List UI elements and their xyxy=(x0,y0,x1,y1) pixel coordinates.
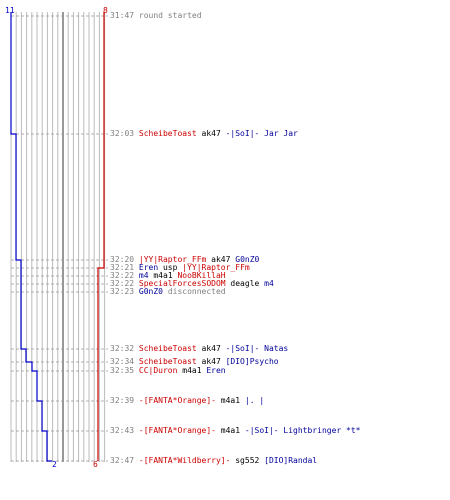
log-timestamp: 32:39 xyxy=(110,396,139,405)
red-player-name: -[FANTA*Orange]- xyxy=(138,396,216,405)
red-player-name: ScheibeToast xyxy=(138,344,197,353)
blue-player-name: G0nZ0 xyxy=(138,287,163,296)
log-entry: 32:34 ScheibeToast ak47 [DIO]Psycho xyxy=(110,357,279,367)
log-entry: 32:21 Eren usp |YY|Raptor_FFm xyxy=(110,263,250,273)
log-timestamp: 32:23 xyxy=(110,287,139,296)
blue-team-line xyxy=(10,12,52,462)
log-entry: 32:03 ScheibeToast ak47 -|SoI|- Jar Jar xyxy=(110,129,298,139)
log-entry: 32:43 -[FANTA*Orange]- m4a1 -|SoI|- Ligh… xyxy=(110,426,360,436)
red-team-start-count: 8 xyxy=(103,6,108,15)
red-team-end-count: 6 xyxy=(93,460,98,469)
log-timestamp: 32:32 xyxy=(110,344,139,353)
event-text: deagle xyxy=(225,279,265,288)
blue-player-name: [DIO]Psycho xyxy=(225,357,279,366)
log-timestamp: 32:21 xyxy=(110,263,139,272)
log-entry: 32:23 G0nZ0 disconnected xyxy=(110,287,226,297)
log-entry: 32:22 SpecialForcesSODOM deagle m4 xyxy=(110,279,274,289)
log-timestamp: 31:47 xyxy=(110,11,139,20)
log-timestamp: 32:22 xyxy=(110,271,139,280)
blue-player-name: m4 xyxy=(264,279,274,288)
log-timestamp: 32:20 xyxy=(110,255,139,264)
log-entry: 32:47 -[FANTA*Wildberry]- sg552 [DIO]Ran… xyxy=(110,456,317,466)
blue-player-name: [DIO]Randal xyxy=(264,456,318,465)
blue-player-name: Eren xyxy=(206,366,226,375)
log-entry: 32:35 CC|Duron m4a1 Eren xyxy=(110,366,226,376)
red-player-name: -[FANTA*Wildberry]- xyxy=(138,456,231,465)
red-player-name: -[FANTA*Orange]- xyxy=(138,426,216,435)
event-text: sg552 xyxy=(230,456,265,465)
red-player-name: ScheibeToast xyxy=(138,129,197,138)
blue-player-name: m4 xyxy=(138,271,149,280)
blue-player-name: -|SoI|- Jar Jar xyxy=(225,129,298,138)
event-text: disconnected xyxy=(163,287,226,296)
log-entry: 31:47 round started xyxy=(110,11,202,21)
log-entry: 32:32 ScheibeToast ak47 -|SoI|- Natas xyxy=(110,344,288,354)
log-entry: 32:39 -[FANTA*Orange]- m4a1 |. | xyxy=(110,396,264,406)
red-player-name: |YY|Raptor_FFm xyxy=(138,255,207,264)
blue-player-name: Eren xyxy=(138,263,159,272)
blue-player-name: -|SoI|- Natas xyxy=(225,344,289,353)
event-text: m4a1 xyxy=(215,396,245,405)
blue-team-end-count: 2 xyxy=(52,460,57,469)
log-entry: 32:22 m4 m4a1 NooBKillaH xyxy=(110,271,226,281)
red-player-name: SpecialForcesSODOM xyxy=(138,279,226,288)
event-text: ak47 xyxy=(206,255,236,264)
red-team-line xyxy=(97,12,105,461)
red-player-name: NooBKillaH xyxy=(177,271,226,280)
event-text: round started xyxy=(138,11,202,20)
event-text: ak47 xyxy=(196,357,226,366)
red-player-name: CC|Duron xyxy=(138,366,178,375)
log-timestamp: 32:34 xyxy=(110,357,139,366)
blue-player-name: |. | xyxy=(244,396,265,405)
event-text: m4a1 xyxy=(148,271,178,280)
event-text: ak47 xyxy=(196,129,226,138)
blue-player-name: G0nZ0 xyxy=(235,255,260,264)
red-player-name: |YY|Raptor_FFm xyxy=(182,263,250,272)
log-timestamp: 32:03 xyxy=(110,129,139,138)
log-timestamp: 32:47 xyxy=(110,456,139,465)
event-text: usp xyxy=(158,263,183,272)
event-text: m4a1 xyxy=(177,366,207,375)
event-text: ak47 xyxy=(196,344,226,353)
log-timestamp: 32:43 xyxy=(110,426,139,435)
log-timestamp: 32:22 xyxy=(110,279,139,288)
log-timestamp: 32:35 xyxy=(110,366,139,375)
event-text: m4a1 xyxy=(215,426,245,435)
blue-team-start-count: 11 xyxy=(5,6,15,15)
red-player-name: ScheibeToast xyxy=(138,357,197,366)
team-survivor-graph xyxy=(10,12,108,462)
blue-player-name: -|SoI|- Lightbringer *t* xyxy=(244,426,361,435)
log-entry: 32:20 |YY|Raptor_FFm ak47 G0nZ0 xyxy=(110,255,259,265)
